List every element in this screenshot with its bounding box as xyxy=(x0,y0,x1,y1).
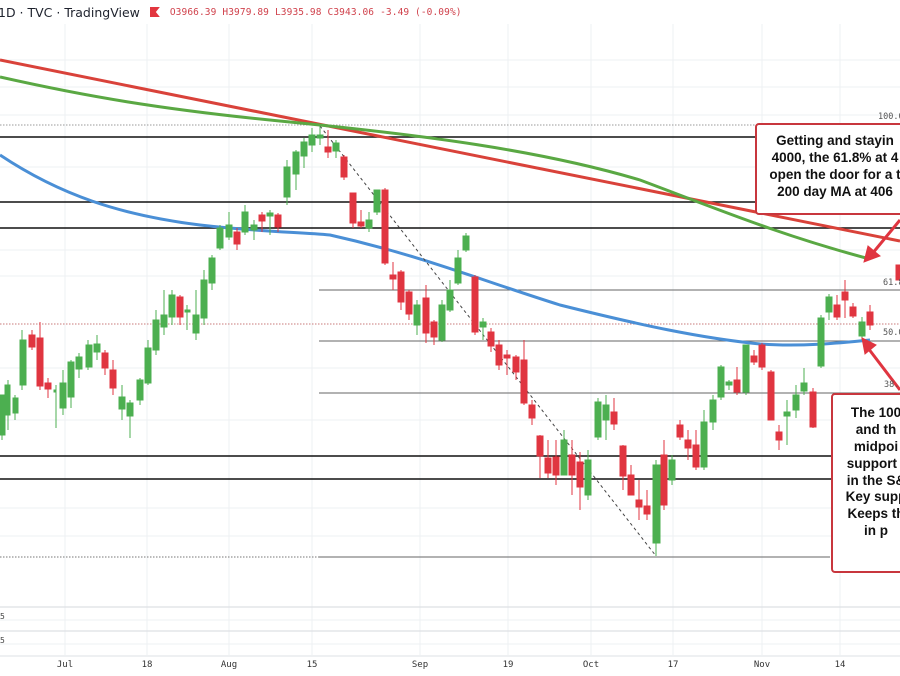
fibonacci-lines xyxy=(319,289,900,558)
x-tick-label: 18 xyxy=(141,660,153,670)
fib-label-100: 100.0 xyxy=(878,112,900,122)
ohlc-values: O3966.39 H3979.89 L3935.98 C3943.06 -3.49 (-… xyxy=(170,7,468,18)
x-tick-label: Nov xyxy=(753,660,771,670)
callout-support: The 100 and th midpoi support t in the S… xyxy=(831,393,900,573)
chart-title: 1D · TVC · TradingView xyxy=(0,4,140,20)
x-tick-label: 17 xyxy=(667,660,679,670)
x-tick-label: 14 xyxy=(834,660,846,670)
x-tick-label: Sep xyxy=(411,660,429,670)
annotation-arrows xyxy=(861,219,900,391)
x-tick-label: Oct xyxy=(582,660,600,670)
x-tick-label: Jul xyxy=(56,660,74,670)
x-tick-label: Aug xyxy=(220,660,238,670)
x-tick-label: 19 xyxy=(502,660,514,670)
x-tick-label: 15 xyxy=(306,660,318,670)
candles xyxy=(0,125,900,556)
close-value: C3943.06 xyxy=(327,6,375,18)
high-value: H3979.89 xyxy=(222,6,269,18)
y-axis-label: 5 xyxy=(0,636,5,645)
fib-label-382: 38.2 xyxy=(884,380,900,390)
fib-label-618: 61.8 xyxy=(883,278,900,288)
change-value: -3.49 (-0.09%) xyxy=(380,6,462,18)
flag-icon[interactable] xyxy=(149,7,160,17)
ma-100-line xyxy=(0,153,871,347)
callout-resistance: Getting and stayin 4000, the 61.8% at 4 … xyxy=(755,123,900,215)
y-axis-label: 5 xyxy=(0,612,5,621)
ma-200-line xyxy=(0,75,867,260)
trendline xyxy=(0,58,900,243)
grid xyxy=(0,24,900,655)
chart-header: 1D · TVC · TradingView O3966.39 H3979.89 L… xyxy=(0,0,900,24)
low-value: L3935.98 xyxy=(274,6,322,18)
fib-label-50: 50.0 xyxy=(883,328,900,338)
open-value: O3966.39 xyxy=(169,6,217,18)
